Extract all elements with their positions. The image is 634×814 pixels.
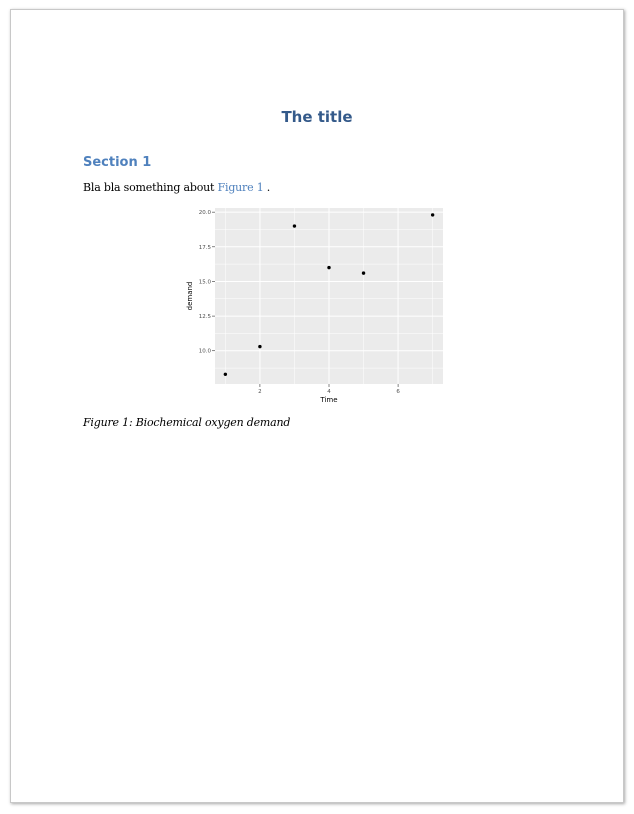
x-tick-label: 4 bbox=[327, 389, 331, 395]
x-axis-label: Time bbox=[319, 396, 337, 404]
section-heading: Section 1 bbox=[83, 155, 152, 170]
y-axis-label: demand bbox=[186, 282, 194, 311]
y-tick-label: 20.0 bbox=[199, 210, 212, 216]
data-point bbox=[361, 271, 366, 275]
document-page: The title Section 1 Bla bla something ab… bbox=[10, 9, 624, 803]
data-point bbox=[430, 213, 435, 217]
body-paragraph: Bla bla something about Figure 1 . bbox=[83, 181, 270, 194]
scatter-plot: 2 4 6 10.0 12.5 15.0 17.5 20.0 Time demand bbox=[186, 208, 443, 404]
y-tick-label: 10.0 bbox=[199, 349, 212, 355]
figure-caption: Figure 1: Biochemical oxygen demand bbox=[83, 416, 291, 429]
data-point bbox=[223, 372, 228, 376]
y-tick-label: 17.5 bbox=[199, 245, 212, 251]
body-text-prefix: Bla bla something about bbox=[83, 181, 218, 194]
x-tick-label: 2 bbox=[258, 389, 262, 395]
y-tick-label: 12.5 bbox=[199, 314, 212, 320]
data-point bbox=[327, 265, 331, 270]
figure-reference-link[interactable]: Figure 1 bbox=[217, 181, 264, 194]
body-text-suffix: . bbox=[263, 181, 271, 194]
data-point bbox=[258, 344, 262, 349]
y-tick-label: 15.0 bbox=[199, 279, 212, 285]
document-title: The title bbox=[281, 108, 353, 126]
x-tick-label: 6 bbox=[396, 389, 400, 395]
data-point bbox=[292, 224, 297, 228]
